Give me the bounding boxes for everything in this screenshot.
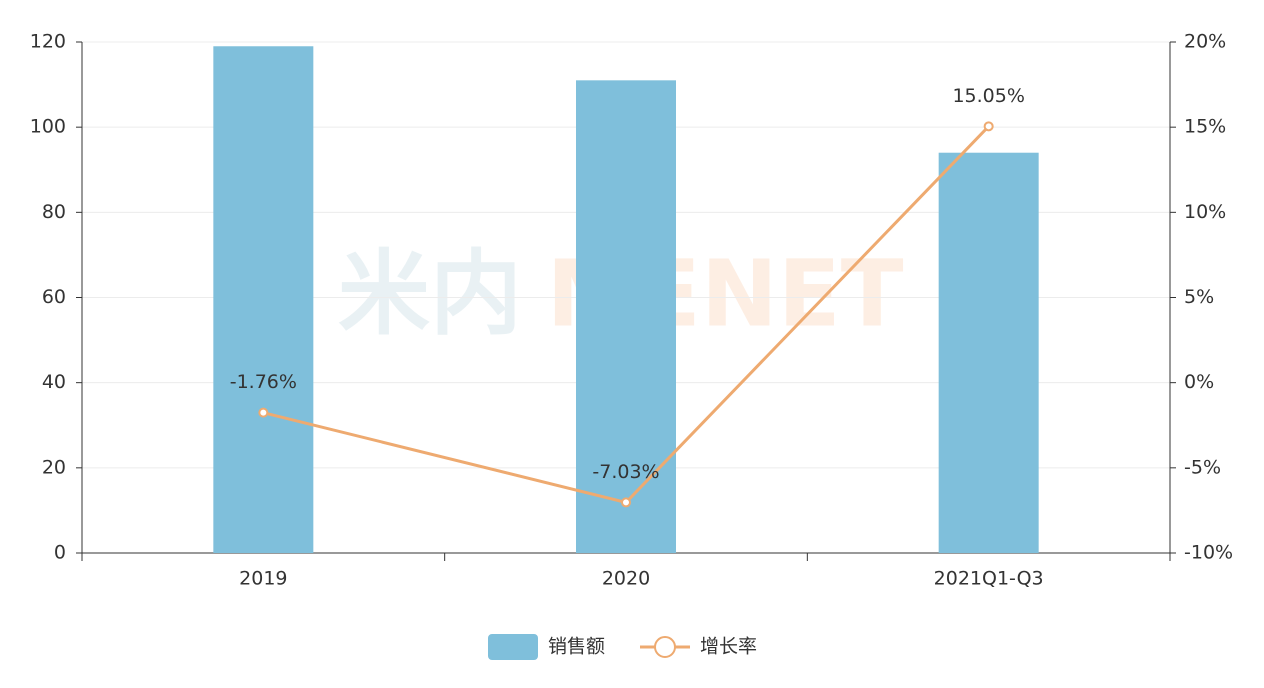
line-point	[983, 121, 994, 132]
y-tick-label: 100	[30, 116, 66, 138]
line-point	[621, 497, 631, 508]
value-label: -1.76%	[230, 371, 297, 393]
y2-tick-label: 15%	[1184, 116, 1226, 138]
bar	[576, 80, 676, 553]
y-tick-label: 80	[42, 201, 66, 223]
y2-tick-label: 0%	[1184, 371, 1214, 393]
bar	[213, 46, 314, 554]
y2-tick-label: -10%	[1184, 542, 1233, 564]
x-tick-label: 2019	[239, 568, 287, 590]
y2-tick-label: -5%	[1184, 456, 1221, 478]
y2-tick-label: 20%	[1184, 31, 1226, 53]
legend-label: 增长率	[700, 636, 757, 658]
value-label: -7.03%	[592, 461, 659, 483]
y-tick-label: 0	[54, 542, 66, 564]
value-label: 15.05%	[952, 85, 1024, 107]
y-tick-label: 60	[42, 286, 66, 308]
legend-swatch	[488, 634, 538, 660]
y-tick-label: 120	[30, 31, 66, 53]
bar	[938, 152, 1039, 553]
x-tick-label: 2021Q1-Q3	[934, 568, 1044, 590]
legend-swatch	[654, 636, 676, 658]
x-tick-label: 2020	[602, 568, 650, 590]
legend-label: 销售额	[548, 636, 605, 658]
y-tick-label: 20	[42, 456, 66, 478]
line-point	[258, 407, 269, 418]
y-tick-label: 40	[42, 371, 66, 393]
y2-tick-label: 10%	[1184, 201, 1226, 223]
y2-tick-label: 5%	[1184, 286, 1214, 308]
watermark: 米内	[338, 240, 522, 347]
